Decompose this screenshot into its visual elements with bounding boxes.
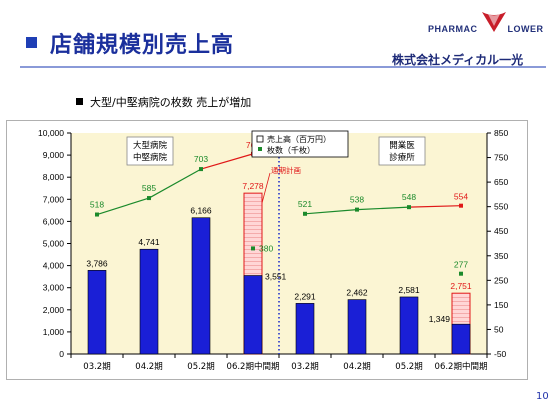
- bar: [295, 303, 315, 355]
- y-left-tick-label: 7,000: [43, 194, 65, 204]
- x-tick-label: 06.2期中間期: [435, 361, 488, 372]
- count-line-point: [147, 196, 151, 201]
- bar: [399, 296, 419, 355]
- y-left-tick-label: 1,000: [43, 327, 65, 337]
- y-right-tick-label: 150: [494, 300, 508, 310]
- page-number: 10: [536, 391, 549, 402]
- group-label: 中堅病院: [133, 152, 168, 163]
- count-line-label: 548: [402, 192, 416, 202]
- title-square-icon: [26, 37, 37, 48]
- plan-line-segment: [200, 153, 254, 170]
- y-right-tick-label: 50: [494, 324, 504, 334]
- count-line-segment: [356, 206, 410, 211]
- plan-line-point: [459, 203, 463, 208]
- bar: [139, 248, 159, 355]
- bar-label: 2,581: [398, 285, 420, 295]
- y-right-tick-label: 450: [494, 226, 508, 236]
- y-left-tick-label: 6,000: [43, 216, 65, 226]
- midterm-count-point: [251, 246, 255, 251]
- y-left-tick-label: 5,000: [43, 239, 65, 249]
- company-name: 株式会社メディカル一光: [392, 53, 524, 67]
- y-left-tick-label: 8,000: [43, 172, 65, 182]
- legend-label-sales: 売上高（百万円）: [267, 134, 331, 144]
- count-line-point: [303, 211, 307, 216]
- bar-label: 4,741: [138, 237, 160, 247]
- annotation-leader: [261, 172, 271, 204]
- bar-label: 1,349: [429, 314, 451, 324]
- count-line-label: 521: [298, 199, 312, 209]
- bar: [347, 299, 367, 355]
- plan-line-label: 554: [454, 192, 468, 202]
- annotation-text: 通期計画: [271, 165, 301, 175]
- x-tick-label: 03.2期: [83, 362, 110, 372]
- x-tick-label: 04.2期: [135, 362, 162, 372]
- y-left-tick-label: 4,000: [43, 261, 65, 271]
- bar: [191, 217, 211, 355]
- logo-brand-text: PHARMAC LOWER: [428, 24, 544, 34]
- company-logo: PHARMAC LOWER 株式会社メディカル一光: [392, 6, 550, 72]
- logo-brand: PHARMAC: [428, 24, 478, 34]
- bullet-square-icon: [76, 98, 83, 105]
- x-tick-label: 06.2期中間期: [227, 361, 280, 372]
- count-line-point: [95, 212, 99, 217]
- bar-label: 3,786: [86, 258, 108, 268]
- count-line-segment: [148, 168, 202, 199]
- midterm-count-label: 277: [454, 260, 468, 270]
- legend-marker-count: [258, 147, 262, 151]
- y-right-tick-label: 250: [494, 275, 508, 285]
- x-tick-label: 03.2期: [291, 362, 318, 372]
- group-label: 開業医: [389, 140, 415, 151]
- count-line-label: 703: [194, 154, 208, 164]
- count-line-point: [355, 207, 359, 212]
- count-line-segment: [304, 209, 358, 215]
- group-label-box: [126, 136, 174, 166]
- count-line-point: [199, 167, 203, 172]
- logo-brand-suffix: LOWER: [507, 24, 544, 34]
- x-tick-label: 04.2期: [343, 362, 370, 372]
- legend-box: [251, 130, 349, 158]
- flower-logo-icon: [482, 12, 506, 32]
- bar-label: 2,462: [346, 288, 368, 298]
- bar: [451, 323, 471, 355]
- y-left-tick-label: 10,000: [38, 128, 64, 138]
- count-line-label: 538: [350, 195, 364, 205]
- y-right-tick-label: 750: [494, 153, 508, 163]
- page-title: 店舗規模別売上高: [50, 33, 235, 58]
- count-line-segment: [96, 197, 150, 216]
- bar-label: 6,166: [190, 206, 212, 216]
- plan-bar-label: 2,751: [450, 281, 472, 291]
- midterm-count-point: [459, 271, 463, 276]
- x-tick-label: 05.2期: [395, 362, 422, 372]
- bar: [87, 270, 107, 355]
- count-line-label: 585: [142, 183, 156, 193]
- bar: [243, 275, 263, 355]
- y-right-tick-label: 550: [494, 202, 508, 212]
- y-right-tick-label: 350: [494, 251, 508, 261]
- chart: 0 1,000 2,000 3,000 4,000 5,000 6,000 7,000 8,00…: [38, 128, 508, 372]
- y-left-tick-label: 3,000: [43, 283, 65, 293]
- legend-marker-sales: [256, 135, 264, 143]
- title-divider: [20, 66, 546, 68]
- count-line-label: 518: [90, 200, 104, 210]
- y-right-tick-label: -50: [494, 349, 507, 359]
- group-label: 診療所: [389, 152, 415, 163]
- midterm-count-label: 380: [259, 243, 273, 253]
- y-left-tick-label: 0: [59, 349, 64, 359]
- group-label: 大型病院: [133, 140, 168, 151]
- chart-frame: 0 1,000 2,000 3,000 4,000 5,000 6,000 7,000 8,00…: [6, 120, 528, 380]
- plan-bar-label: 7,278: [242, 181, 264, 191]
- chart-subtitle: 大型/中堅病院の枚数 売上が増加: [90, 96, 252, 109]
- plan-line-segment: [408, 205, 462, 208]
- group-label-box: [378, 136, 426, 166]
- x-tick-label: 05.2期: [187, 362, 214, 372]
- bar-label: 2,291: [294, 291, 316, 301]
- legend-label-count: 枚数（千枚）: [267, 145, 315, 155]
- y-left-tick-label: 9,000: [43, 150, 65, 160]
- bar-label: 3,551: [265, 272, 287, 282]
- count-line-point: [407, 205, 411, 210]
- y-right-tick-label: 850: [494, 128, 508, 138]
- y-left-tick-label: 2,000: [43, 305, 65, 315]
- y-right-tick-label: 650: [494, 177, 508, 187]
